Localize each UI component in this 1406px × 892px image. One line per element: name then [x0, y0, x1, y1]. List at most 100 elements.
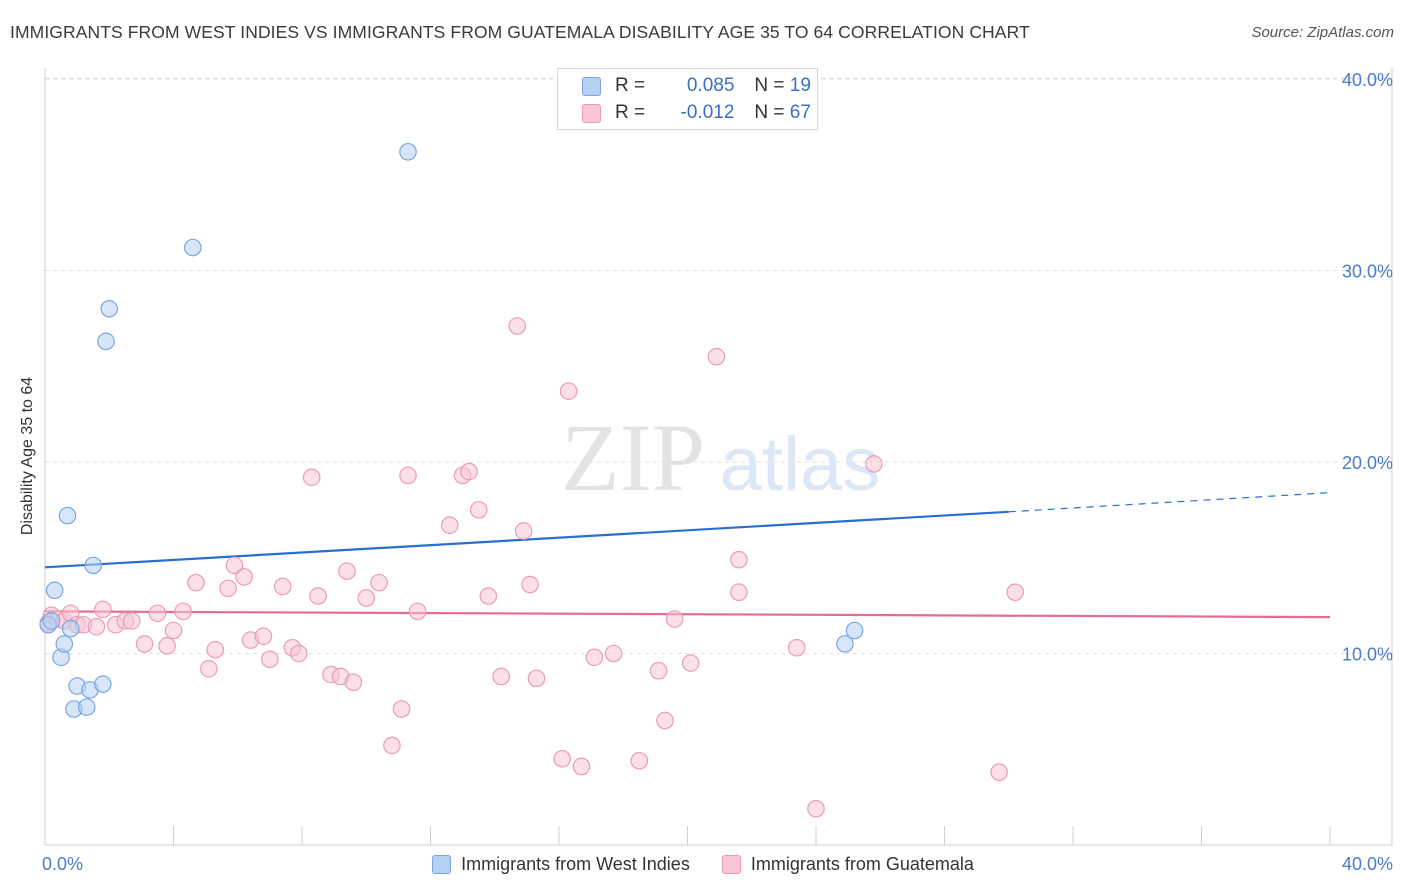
x-tick-label: 0.0% — [42, 854, 83, 874]
n-label: N = — [754, 75, 785, 96]
gridlines — [45, 77, 1392, 654]
stats-box: R = 0.085 N = 19 R = -0.012 N = 67 — [557, 68, 818, 130]
data-point — [707, 347, 726, 366]
data-point — [787, 638, 806, 657]
data-point — [730, 583, 748, 602]
tick-labels: 10.0% 20.0% 30.0% 40.0% 0.0% 40.0% — [42, 70, 1393, 874]
data-point — [84, 556, 102, 575]
data-point — [45, 581, 64, 600]
data-point — [273, 577, 292, 596]
watermark: ZIP atlas — [561, 404, 880, 511]
data-point — [508, 317, 527, 335]
data-point — [225, 556, 244, 575]
data-point — [42, 612, 61, 630]
data-point — [521, 575, 539, 594]
data-point — [200, 660, 218, 678]
data-point — [399, 466, 417, 485]
data-point — [845, 621, 864, 640]
data-point — [100, 299, 119, 318]
trend-line — [44, 510, 1009, 569]
data-point — [94, 600, 112, 619]
data-point — [656, 711, 674, 730]
r-value: -0.012 — [680, 102, 735, 123]
data-point — [206, 640, 225, 659]
data-point — [55, 635, 74, 653]
n-value: 67 — [789, 102, 811, 123]
r-label: R = — [615, 102, 646, 123]
data-point — [187, 573, 205, 592]
data-point — [219, 579, 237, 598]
legend-item-guatemala: Immigrants from Guatemala — [721, 854, 974, 875]
data-point — [261, 650, 279, 669]
data-point — [174, 602, 192, 621]
data-point — [97, 332, 115, 351]
data-point — [665, 610, 684, 628]
data-point — [865, 455, 883, 473]
y-tick-label: 20.0% — [1342, 453, 1393, 473]
data-point — [572, 757, 591, 776]
data-point — [302, 468, 321, 487]
y-tick-label: 30.0% — [1342, 262, 1393, 282]
guatemala-swatch — [582, 103, 601, 123]
chart-legend: Immigrants from West Indies Immigrants f… — [0, 852, 1406, 876]
legend-swatch-west-indies — [432, 854, 452, 874]
data-point — [357, 589, 376, 607]
data-point — [553, 750, 572, 768]
data-point — [58, 506, 77, 525]
data-point — [440, 516, 459, 534]
data-point — [164, 621, 183, 640]
data-point — [585, 648, 604, 667]
west-indies-swatch — [582, 76, 601, 96]
data-point — [122, 612, 141, 630]
chart-source: Source: ZipAtlas.com — [1251, 24, 1394, 41]
data-point — [990, 763, 1008, 782]
data-point — [94, 675, 112, 693]
r-value: 0.085 — [686, 75, 735, 96]
data-point — [183, 238, 202, 257]
legend-swatch-guatemala — [721, 854, 741, 874]
legend-label: Immigrants from West Indies — [461, 853, 690, 874]
r-label: R = — [615, 75, 646, 96]
data-point — [730, 550, 748, 569]
data-point — [630, 751, 649, 770]
data-point — [681, 654, 700, 672]
data-point — [836, 635, 854, 653]
n-label: N = — [754, 102, 785, 123]
x-tick-label: 40.0% — [1342, 854, 1393, 874]
data-point — [559, 382, 578, 400]
data-point — [1006, 583, 1024, 602]
data-point — [135, 635, 154, 653]
data-point — [61, 619, 80, 638]
data-point — [392, 700, 411, 718]
trend-line — [44, 610, 1331, 619]
data-points — [39, 142, 1024, 818]
trend-lines — [44, 492, 1331, 619]
data-point — [235, 568, 253, 586]
stats-row-west-indies: R = 0.085 N = 19 — [582, 73, 811, 99]
data-point — [383, 736, 401, 755]
data-point — [370, 573, 388, 592]
data-point — [289, 644, 308, 663]
data-point — [479, 587, 498, 605]
data-point — [77, 698, 96, 716]
data-point — [158, 637, 176, 655]
data-point — [254, 627, 273, 646]
data-point — [807, 799, 825, 818]
data-point — [527, 669, 546, 688]
data-point — [87, 617, 106, 636]
axes — [44, 68, 1393, 846]
n-value: 19 — [789, 75, 811, 96]
data-point — [469, 501, 488, 519]
data-point — [309, 587, 327, 605]
y-tick-label: 40.0% — [1342, 70, 1393, 90]
data-point — [148, 604, 167, 623]
watermark-zip: ZIP — [561, 404, 705, 511]
chart-title: IMMIGRANTS FROM WEST INDIES VS IMMIGRANT… — [10, 22, 1030, 42]
data-point — [460, 462, 478, 481]
data-point — [649, 661, 668, 680]
trend-line-dashed — [1008, 492, 1331, 513]
data-point — [338, 562, 356, 580]
data-point — [399, 142, 417, 161]
legend-item-west-indies: Immigrants from West Indies — [432, 854, 690, 875]
